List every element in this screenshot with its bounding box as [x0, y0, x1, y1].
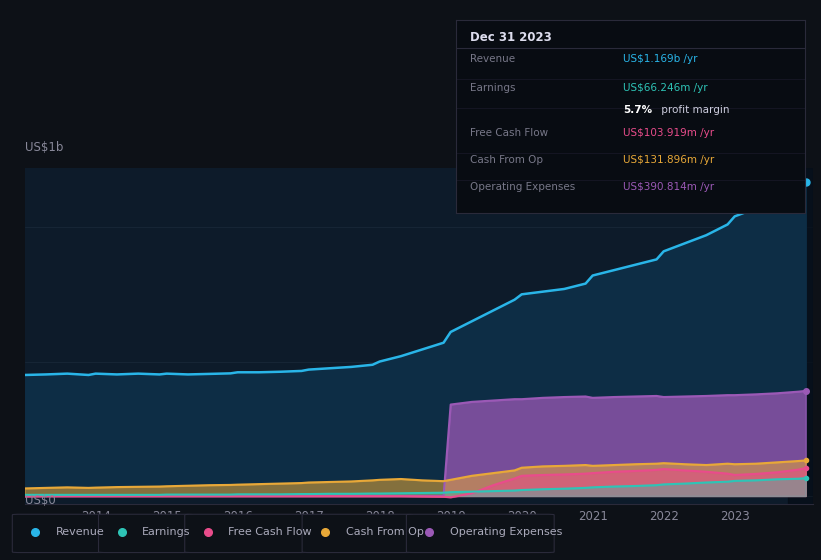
Text: US$103.919m /yr: US$103.919m /yr [623, 128, 714, 138]
Text: US$1b: US$1b [25, 141, 63, 154]
Text: Dec 31 2023: Dec 31 2023 [470, 31, 552, 44]
Text: US$66.246m /yr: US$66.246m /yr [623, 83, 708, 94]
FancyBboxPatch shape [302, 514, 413, 553]
Bar [788, 168, 813, 504]
Text: Earnings: Earnings [470, 83, 515, 94]
Text: Operating Expenses: Operating Expenses [450, 528, 562, 538]
Text: Cash From Op: Cash From Op [470, 155, 543, 165]
Text: Revenue: Revenue [56, 528, 104, 538]
FancyBboxPatch shape [406, 514, 554, 553]
Text: US$1.169b /yr: US$1.169b /yr [623, 54, 698, 64]
Text: Revenue: Revenue [470, 54, 515, 64]
Text: Operating Expenses: Operating Expenses [470, 182, 575, 192]
Text: US$131.896m /yr: US$131.896m /yr [623, 155, 714, 165]
Text: Free Cash Flow: Free Cash Flow [228, 528, 312, 538]
Text: Free Cash Flow: Free Cash Flow [470, 128, 548, 138]
FancyBboxPatch shape [99, 514, 193, 553]
Text: 5.7%: 5.7% [623, 105, 652, 115]
Text: Cash From Op: Cash From Op [346, 528, 424, 538]
Text: Earnings: Earnings [142, 528, 190, 538]
Text: profit margin: profit margin [658, 105, 730, 115]
FancyBboxPatch shape [12, 514, 107, 553]
Text: US$0: US$0 [25, 494, 55, 507]
Text: US$390.814m /yr: US$390.814m /yr [623, 182, 714, 192]
FancyBboxPatch shape [185, 514, 308, 553]
